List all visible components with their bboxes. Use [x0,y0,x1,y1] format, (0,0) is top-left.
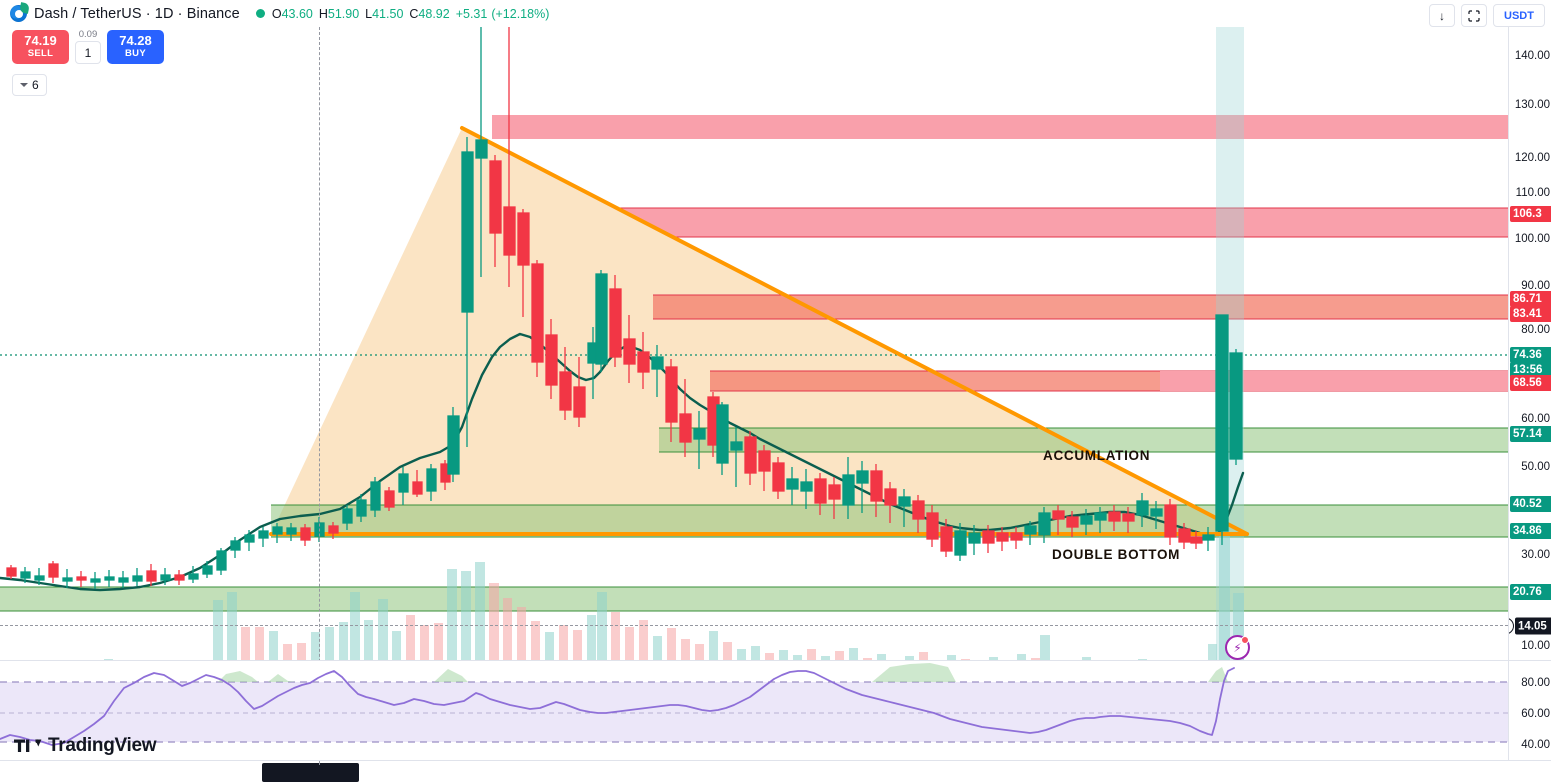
chart-header: Dash / TetherUS · 1D · Binance O43.60 H5… [0,0,1551,27]
quantity-value[interactable]: 1 [75,41,101,64]
price-badge-resistance[interactable]: 86.71 [1510,291,1551,307]
rsi-indicator-pane[interactable] [0,660,1508,761]
axis-tick: 130.00 [1514,99,1550,111]
rsi-overbought-fill [218,663,1228,682]
axis-tick: 140.00 [1514,50,1550,62]
time-axis[interactable] [0,760,1551,784]
price-badge-support[interactable]: 57.14 [1510,426,1551,442]
moving-average-line [0,332,1245,592]
symbol-info[interactable]: Dash / TetherUS · 1D · Binance O43.60 H5… [0,5,549,22]
ohlc-high-value: 51.90 [327,6,360,21]
zone-support-20 [0,587,1508,611]
fullscreen-icon[interactable] [1461,4,1487,27]
price-badge-support[interactable]: 20.76 [1510,584,1551,600]
price-change-percent: (+12.18%) [491,6,550,21]
rsi-line [0,667,1235,746]
time-axis-crosshair-tick [319,761,320,765]
ohlc-high-label: H [318,6,328,21]
descending-trendline [460,126,1249,536]
symbol-title: Dash / TetherUS · 1D · Binance [34,5,240,22]
axis-tick: 30.00 [1521,549,1550,561]
axis-tick: 60.00 [1521,413,1550,425]
axis-tick: 100.00 [1514,233,1550,245]
axis-tick: 110.00 [1515,187,1550,199]
zone-resistance-upper [492,115,1508,139]
accumlation-label: ACCUMLATION [1043,448,1151,463]
rsi-svg [0,663,1508,746]
price-badge-last-price[interactable]: 74.36 [1510,347,1551,363]
zone-resistance-74-68-wide [1160,371,1508,391]
ohlc-open-value: 43.60 [281,6,313,21]
chart-svg [0,27,1508,687]
price-badge-countdown: 13:56 [1510,362,1551,378]
sell-label: SELL [27,48,54,59]
rsi-axis-tick: 80.00 [1521,677,1550,689]
header-actions: ↓ USDT [1429,4,1545,27]
tradingview-watermark: TradingView [14,735,157,757]
price-badge-resistance[interactable]: 68.56 [1510,375,1551,391]
double-bottom-label: DOUBLE BOTTOM [1052,547,1181,562]
axis-tick: 90.00 [1521,280,1550,292]
sell-price: 74.19 [24,33,57,48]
ohlc-open-label: O [271,6,282,21]
rsi-band [0,682,1508,742]
price-badge-resistance[interactable]: 83.41 [1510,306,1551,322]
price-chart-pane[interactable]: ACCUMLATION DOUBLE BOTTOM ⚡ [0,27,1508,687]
buy-price: 74.28 [119,33,152,48]
axis-tick: 80.00 [1521,324,1550,336]
lightning-bolt-icon[interactable]: ⚡ [1225,635,1250,660]
spread-value: 0.09 [78,29,98,40]
tradingview-watermark-text: TradingView [48,735,157,756]
price-badge-support[interactable]: 34.86 [1510,523,1551,539]
download-arrow-icon[interactable]: ↓ [1429,4,1455,27]
crosshair-vertical-line [319,27,320,687]
currency-unit-button[interactable]: USDT [1493,4,1545,27]
ohlc-values: O43.60 H51.90 L41.50 C48.92 +5.31 (+12.1… [255,6,550,21]
dash-coin-icon [10,5,27,22]
quantity-stepper[interactable]: 0.09 1 [75,29,101,64]
sell-button[interactable]: 74.19 SELL [12,29,69,64]
price-badge-resistance[interactable]: 106.3 [1510,206,1551,222]
ohlc-close-value: 48.92 [418,6,450,21]
time-axis-crosshair-label [262,763,359,782]
price-axis[interactable]: 140.00 130.00 120.00 110.00 100.00 90.00… [1508,27,1551,687]
ohlc-low-label: L [365,6,373,21]
ohlc-close-label: C [409,6,419,21]
axis-tick: 50.00 [1521,461,1550,473]
ohlc-low-value: 41.50 [372,6,404,21]
crosshair-price-badge: 14.05 [1515,617,1551,635]
price-badge-support[interactable]: 40.52 [1510,496,1551,512]
price-change: +5.31 [455,6,488,21]
market-open-dot [255,9,265,18]
depth-levels-value: 6 [32,78,39,92]
axis-tick: 10.00 [1521,640,1550,652]
chevron-down-icon [20,83,28,87]
axis-tick: 120.00 [1514,152,1550,164]
tradingview-logo-icon [14,738,42,754]
rsi-axis-tick: 40.00 [1521,739,1550,751]
zone-resistance-86 [653,295,1508,319]
candlestick-series [6,27,1243,589]
add-alert-plus-icon[interactable]: + [1509,617,1514,635]
buy-button[interactable]: 74.28 BUY [107,29,164,64]
zone-resistance-106 [597,208,1508,237]
trade-panel: 74.19 SELL 0.09 1 74.28 BUY [12,29,164,64]
rsi-axis-tick: 60.00 [1521,708,1550,720]
depth-levels-selector[interactable]: 6 [12,74,47,96]
buy-label: BUY [125,48,146,59]
crosshair-horizontal-line [0,625,1508,626]
